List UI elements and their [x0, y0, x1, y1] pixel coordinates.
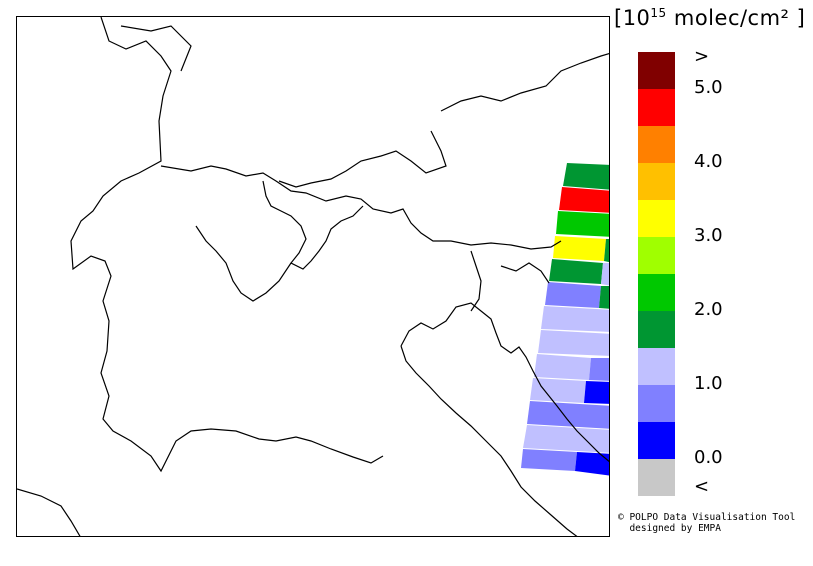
border-line: [70, 17, 384, 473]
colorbar-label: >: [694, 46, 710, 67]
colorbar-swatch: [638, 422, 675, 459]
pixel: [523, 425, 609, 453]
pixel: [545, 282, 601, 308]
pixel: [521, 449, 577, 471]
colorbar-swatch: [638, 348, 675, 385]
satellite-pixels: [521, 163, 609, 476]
coastline: [17, 488, 81, 536]
colorbar-label: 0.0: [694, 447, 723, 468]
pixel: [556, 211, 609, 237]
pixel: [584, 381, 609, 404]
pixel: [601, 263, 609, 286]
border-line: [500, 262, 550, 284]
colorbar-label: 1.0: [694, 373, 723, 394]
credit-line-2: designed by EMPA: [618, 523, 721, 534]
colorbar-label: <: [694, 476, 710, 497]
colorbar: [638, 52, 675, 496]
border-line: [470, 250, 482, 312]
colorbar-swatch: [638, 89, 675, 126]
colorbar-label: 3.0: [694, 225, 723, 246]
colorbar-label: 5.0: [694, 77, 723, 98]
border-line: [440, 52, 609, 112]
pixel: [604, 239, 609, 263]
map-svg: [17, 17, 609, 536]
map-borders: [17, 17, 609, 536]
colorbar-swatch: [638, 52, 675, 89]
coastline: [400, 345, 578, 536]
map-area: [16, 16, 610, 537]
border-line: [195, 225, 292, 302]
pixel: [549, 259, 603, 284]
border-line: [120, 25, 192, 72]
colorbar-swatch: [638, 459, 675, 496]
pixel: [534, 354, 591, 380]
colorbar-swatch: [638, 163, 675, 200]
pixel: [538, 330, 609, 356]
colorbar-swatch: [638, 237, 675, 274]
pixel: [541, 306, 609, 332]
pixel: [530, 378, 586, 403]
pixel: [563, 163, 609, 190]
pixel: [599, 286, 609, 309]
pixel: [553, 236, 606, 261]
colorbar-swatch: [638, 200, 675, 237]
colorbar-label: 4.0: [694, 151, 723, 172]
border-line: [278, 130, 447, 188]
colorbar-swatch: [638, 385, 675, 422]
pixel: [575, 452, 609, 476]
colorbar-swatch: [638, 274, 675, 311]
credit-line-1: © POLPO Data Visualisation Tool: [618, 512, 796, 523]
pixel: [559, 187, 609, 213]
colorbar-swatch: [638, 311, 675, 348]
pixel: [527, 401, 609, 429]
colorbar-swatch: [638, 126, 675, 163]
colorbar-label: 2.0: [694, 299, 723, 320]
credit-text: © POLPO Data Visualisation Tool designed…: [618, 512, 795, 534]
border-line: [160, 165, 562, 250]
pixel: [589, 358, 609, 381]
coastline: [400, 302, 609, 463]
border-line: [262, 180, 364, 270]
legend-title: [1015 molec/cm² ]: [614, 6, 806, 30]
